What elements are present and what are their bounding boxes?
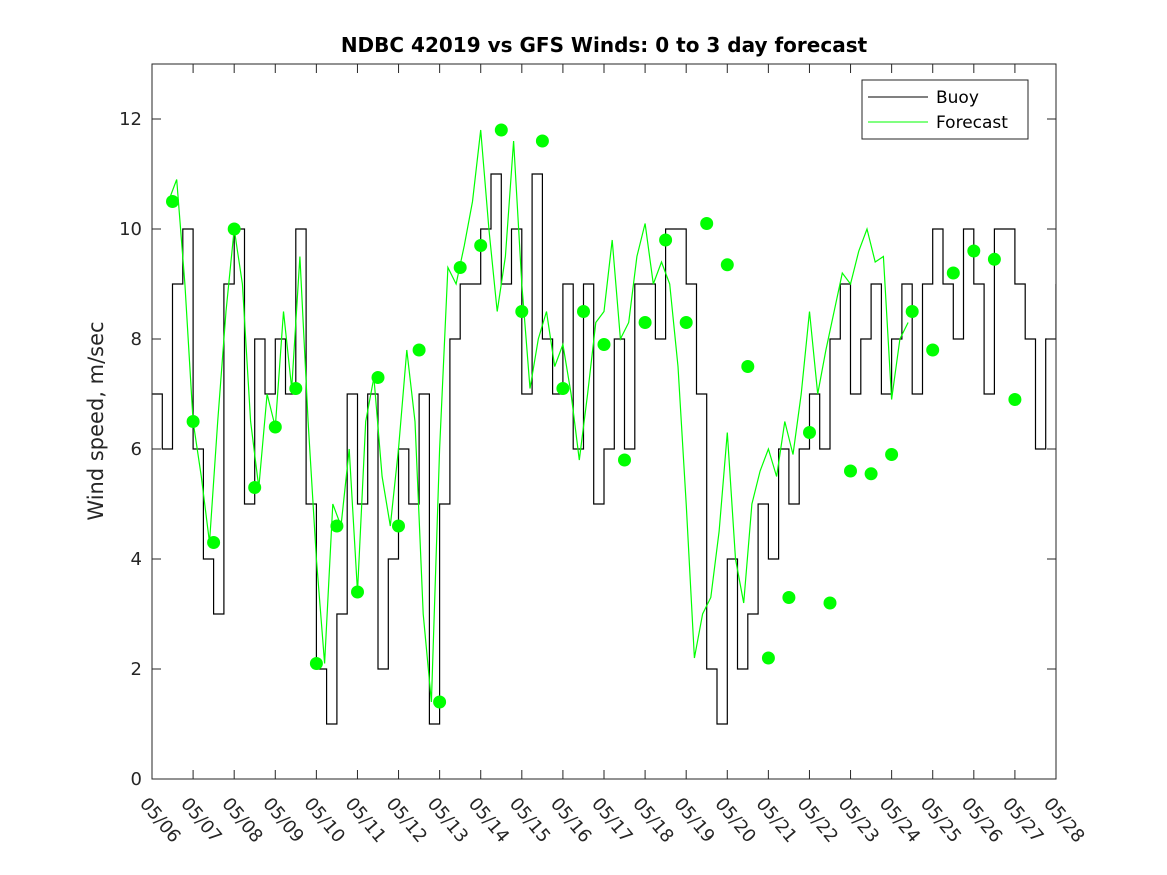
forecast-marker [720,258,734,272]
forecast-marker [371,371,385,384]
y-tick-label: 8 [131,329,142,350]
forecast-marker [761,651,775,665]
forecast-marker [248,481,262,494]
forecast-marker [803,426,816,439]
forecast-marker [412,343,426,357]
legend-box [861,79,1029,140]
legend: Buoy Forecast [861,79,1029,140]
forecast-marker [967,244,981,258]
forecast-marker [166,195,179,208]
forecast-marker [618,453,631,467]
forecast-marker [844,464,857,478]
forecast-marker [577,305,590,318]
forecast-marker [474,239,488,252]
y-tick-label: 6 [131,439,142,460]
forecast-marker [289,382,303,395]
forecast-marker [987,252,1001,266]
forecast-marker [494,123,508,137]
forecast-marker [659,233,673,247]
forecast-marker [885,448,899,461]
forecast-marker [597,338,611,351]
forecast-marker [268,420,282,434]
forecast-marker [823,596,837,610]
y-tick-label: 4 [131,549,142,570]
forecast-marker [556,382,570,395]
chart-title: NDBC 42019 vs GFS Winds: 0 to 3 day fore… [341,33,868,57]
y-tick-label: 12 [119,109,142,130]
y-tick-label: 2 [131,659,142,680]
y-tick-label: 0 [131,769,142,790]
forecast-marker [1008,393,1022,406]
forecast-marker [186,415,200,428]
forecast-marker [679,316,693,329]
forecast-marker [433,695,447,709]
forecast-marker [351,585,364,599]
legend-forecast-label: Forecast [936,113,1008,133]
y-tick-label: 10 [119,219,142,240]
buoy-series-line [152,173,1056,725]
forecast-marker [392,519,405,533]
forecast-marker [227,222,241,236]
forecast-marker [453,261,467,274]
forecast-marker [782,591,796,604]
forecast-marker [700,217,714,230]
forecast-marker [207,536,221,549]
legend-buoy-label: Buoy [936,88,979,108]
y-axis-label: Wind speed, m/sec [84,321,108,520]
plot-area [152,123,1056,725]
forecast-marker [638,316,652,329]
forecast-marker [741,360,755,373]
forecast-marker [309,657,323,670]
forecast-marker [515,305,529,318]
forecast-marker [926,343,940,357]
forecast-marker [864,467,878,481]
forecast-marker [905,305,919,318]
forecast-marker [946,266,960,280]
forecast-marker [535,134,549,148]
forecast-marker [330,519,344,533]
